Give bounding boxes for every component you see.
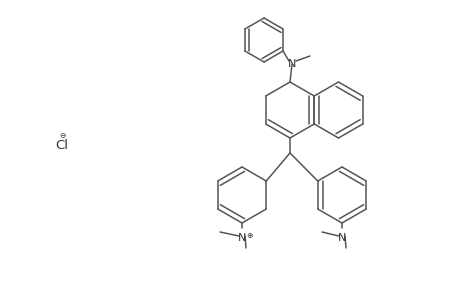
Text: N: N xyxy=(287,59,296,69)
Text: N: N xyxy=(337,233,346,243)
Text: Cl: Cl xyxy=(56,139,68,152)
Text: ⊖: ⊖ xyxy=(59,130,65,140)
Text: N: N xyxy=(237,233,246,243)
Text: ⊕: ⊕ xyxy=(245,231,252,240)
